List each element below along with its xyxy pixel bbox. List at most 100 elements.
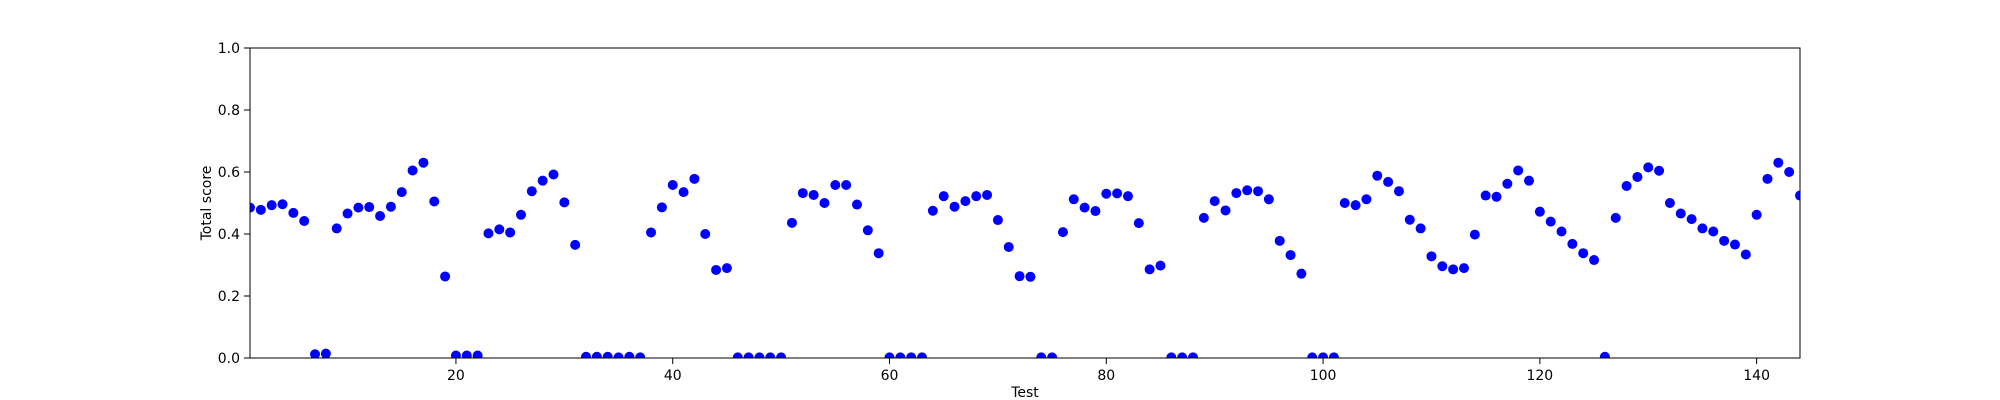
data-point <box>266 200 277 211</box>
data-point <box>602 351 613 358</box>
data-point <box>754 352 765 358</box>
data-point <box>570 239 581 250</box>
data-point <box>1025 271 1036 282</box>
data-point <box>1274 235 1285 246</box>
data-point <box>711 264 722 275</box>
data-point <box>1155 260 1166 271</box>
data-point <box>1773 157 1784 168</box>
data-point <box>1242 185 1253 196</box>
data-point <box>1350 200 1361 211</box>
data-point <box>1545 216 1556 227</box>
data-point <box>342 208 353 219</box>
data-point <box>873 248 884 259</box>
data-point <box>1253 186 1264 197</box>
data-point <box>862 225 873 236</box>
data-point <box>1740 249 1751 260</box>
data-point <box>1393 186 1404 197</box>
data-point <box>1372 170 1383 181</box>
data-point <box>992 215 1003 226</box>
data-point <box>1458 263 1469 274</box>
data-point <box>559 197 570 208</box>
data-point <box>1296 268 1307 279</box>
y-axis-ticks: 0.0 0.2 0.4 0.6 0.8 1.0 <box>218 41 250 367</box>
data-point <box>1480 190 1491 201</box>
y-tick-label: 0.4 <box>218 227 240 243</box>
data-point <box>1188 352 1199 358</box>
data-point <box>1166 352 1177 358</box>
data-point <box>1686 214 1697 225</box>
data-point <box>1448 264 1459 275</box>
data-point <box>483 228 494 239</box>
data-point <box>548 169 559 180</box>
data-point <box>1285 250 1296 261</box>
data-point <box>1610 212 1621 223</box>
data-point <box>1198 212 1209 223</box>
data-point <box>1068 194 1079 205</box>
data-point <box>1621 180 1632 191</box>
x-axis-label: Test <box>1010 385 1039 400</box>
data-point <box>505 227 516 238</box>
data-point <box>1415 223 1426 234</box>
data-point <box>830 180 841 191</box>
data-point <box>310 349 321 358</box>
data-point <box>1101 188 1112 199</box>
data-point <box>1567 238 1578 249</box>
data-point <box>1047 352 1058 358</box>
data-point <box>1708 226 1719 237</box>
data-point <box>895 352 906 358</box>
data-point <box>721 263 732 274</box>
data-point <box>678 187 689 198</box>
data-point <box>1675 208 1686 219</box>
data-point <box>353 202 364 213</box>
data-point <box>331 223 342 234</box>
x-tick-label: 60 <box>881 368 899 384</box>
data-point <box>1795 190 1800 201</box>
data-point <box>494 224 505 235</box>
data-point <box>624 351 635 358</box>
data-point <box>1328 352 1339 358</box>
data-point <box>819 198 830 208</box>
data-point <box>635 352 646 358</box>
data-point <box>396 187 407 198</box>
data-point <box>1231 188 1242 199</box>
data-point <box>1664 198 1675 208</box>
data-point <box>591 351 602 358</box>
data-point <box>364 202 375 213</box>
data-point <box>1003 242 1014 253</box>
data-point <box>1751 209 1762 220</box>
data-point <box>1589 255 1600 266</box>
data-point <box>407 165 418 176</box>
data-point <box>1426 251 1437 262</box>
data-point <box>1220 205 1231 216</box>
data-point <box>320 348 331 358</box>
data-point <box>537 175 548 186</box>
data-point <box>732 352 743 358</box>
data-point <box>1729 239 1740 250</box>
data-point <box>1014 271 1025 282</box>
data-point <box>1643 162 1654 173</box>
data-point <box>1719 235 1730 246</box>
data-point <box>960 196 971 207</box>
data-point <box>1469 229 1480 240</box>
y-tick-label: 0.6 <box>218 165 240 181</box>
x-tick-label: 100 <box>1310 368 1337 384</box>
data-point <box>884 352 895 358</box>
y-tick-label: 0.8 <box>218 103 240 119</box>
data-point <box>841 180 852 191</box>
data-point <box>1090 206 1101 217</box>
data-point <box>971 191 982 202</box>
data-point <box>250 202 255 213</box>
data-point <box>1133 218 1144 229</box>
data-point <box>1437 261 1448 272</box>
data-point <box>851 199 862 210</box>
data-point <box>1784 167 1795 177</box>
data-point <box>949 201 960 212</box>
data-point <box>1556 226 1567 237</box>
data-point <box>917 352 928 358</box>
data-point <box>689 173 700 184</box>
data-point <box>1404 214 1415 225</box>
y-tick-label: 1.0 <box>218 41 240 57</box>
data-point <box>1762 173 1773 184</box>
data-point <box>418 157 429 168</box>
y-tick-label: 0.0 <box>218 351 240 367</box>
